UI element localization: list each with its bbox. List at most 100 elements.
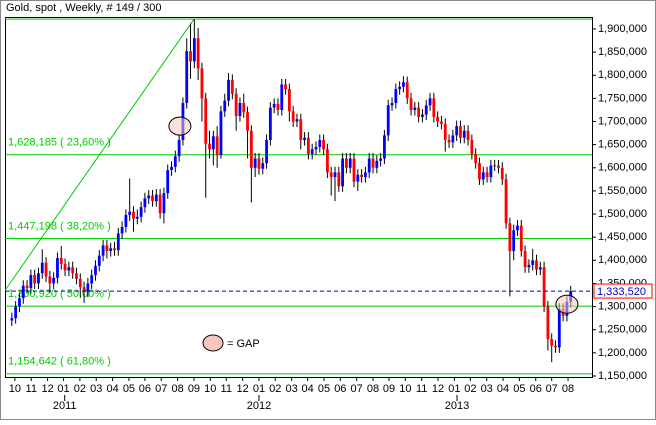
y-tick-label: 1,750,000 <box>598 92 647 104</box>
candle-body <box>276 103 280 110</box>
candle-body <box>268 107 272 141</box>
candle-body <box>497 165 500 168</box>
candle-body <box>185 51 189 104</box>
x-tick-label: 04 <box>106 383 118 395</box>
candle-body <box>21 285 25 299</box>
candle-body <box>219 111 223 155</box>
fib-label: 1,447,198 ( 38,20% ) <box>8 220 111 232</box>
candle-body <box>25 285 29 289</box>
x-tick-label: 02 <box>464 383 476 395</box>
candle-body <box>383 135 386 159</box>
candle-body <box>86 283 90 292</box>
candle-body <box>249 130 253 168</box>
candle-body <box>554 345 557 348</box>
candle-body <box>462 130 466 138</box>
candle-body <box>71 267 75 274</box>
candle-body <box>234 93 238 116</box>
candle-body <box>52 277 56 284</box>
candle-body <box>481 172 485 180</box>
candle-body <box>265 140 268 164</box>
candle-body <box>284 84 287 90</box>
candle-body <box>158 194 162 214</box>
y-tick-label: 1,400,000 <box>598 254 647 266</box>
x-tick-label: 12 <box>41 383 53 395</box>
x-tick-label: 05 <box>318 383 330 395</box>
y-tick-label: 1,650,000 <box>598 139 647 151</box>
candle-body <box>310 149 314 154</box>
candle-body <box>261 163 265 169</box>
candle-body <box>542 267 546 307</box>
candle-body <box>409 98 413 110</box>
candle-body <box>291 111 295 122</box>
candle-body <box>493 165 497 167</box>
candle-body <box>67 267 71 271</box>
y-tick-label: 1,600,000 <box>598 162 647 174</box>
candle-body <box>455 126 459 136</box>
candle-body <box>345 158 348 168</box>
candle-body <box>432 98 436 117</box>
candle-body <box>40 262 44 274</box>
x-tick-label: 04 <box>497 383 509 395</box>
x-tick-label: 05 <box>513 383 525 395</box>
x-tick-label: 09 <box>383 383 395 395</box>
candle-body <box>48 276 52 284</box>
x-tick-label: 12 <box>432 383 444 395</box>
y-tick-label: 1,550,000 <box>598 185 647 197</box>
candle-body <box>246 112 249 131</box>
gap-legend-text: = GAP <box>227 338 260 350</box>
candle-body <box>379 158 383 161</box>
last-price-box <box>593 283 653 299</box>
x-tick-label: 01 <box>253 383 265 395</box>
candle-body <box>386 105 390 136</box>
candle-body <box>398 86 402 90</box>
y-tick-label: 1,900,000 <box>598 23 647 35</box>
candle-body <box>204 98 208 144</box>
candle-body <box>303 137 306 141</box>
candle-body <box>173 156 177 167</box>
x-tick-label: 03 <box>286 383 298 395</box>
candle-body <box>177 140 181 157</box>
candle-body <box>10 318 14 321</box>
x-tick-label: 01 <box>448 383 460 395</box>
candle-body <box>242 103 246 113</box>
candle-body <box>413 107 417 110</box>
candle-body <box>390 103 394 106</box>
candle-body <box>447 140 451 143</box>
candle-body <box>227 79 230 101</box>
candle-body <box>120 227 124 234</box>
trend-line <box>4 18 195 291</box>
candle-body <box>166 170 170 194</box>
candle-body <box>257 158 261 169</box>
x-tick-label: 10 <box>399 383 411 395</box>
candle-body <box>162 193 166 214</box>
candle-body <box>405 82 409 99</box>
x-tick-label: 08 <box>171 383 183 395</box>
y-tick-label: 1,700,000 <box>598 115 647 127</box>
candle-body <box>196 38 200 69</box>
candle-body <box>367 158 371 173</box>
x-tick-label: 10 <box>204 383 216 395</box>
candle-body <box>500 167 504 180</box>
candle-body <box>170 166 173 171</box>
y-tick-label: 1,450,000 <box>598 231 647 243</box>
candle-body <box>94 265 97 276</box>
candle-body <box>535 260 538 270</box>
candle-body <box>128 211 132 215</box>
x-tick-label: 11 <box>26 383 37 395</box>
candle-body <box>417 107 421 117</box>
candle-body <box>151 195 154 202</box>
candle-body <box>424 105 428 115</box>
candle-body <box>132 211 135 219</box>
candle-body <box>451 135 455 143</box>
x-tick-label: 08 <box>562 383 574 395</box>
candle-body <box>208 143 211 150</box>
candle-body <box>478 163 481 180</box>
candle-body <box>147 195 151 199</box>
candle-body <box>135 216 139 219</box>
candle-body <box>280 84 284 110</box>
candle-body <box>211 136 215 150</box>
candle-body <box>371 158 375 168</box>
year-label: 2011 <box>53 400 77 412</box>
candle-body <box>78 278 82 288</box>
